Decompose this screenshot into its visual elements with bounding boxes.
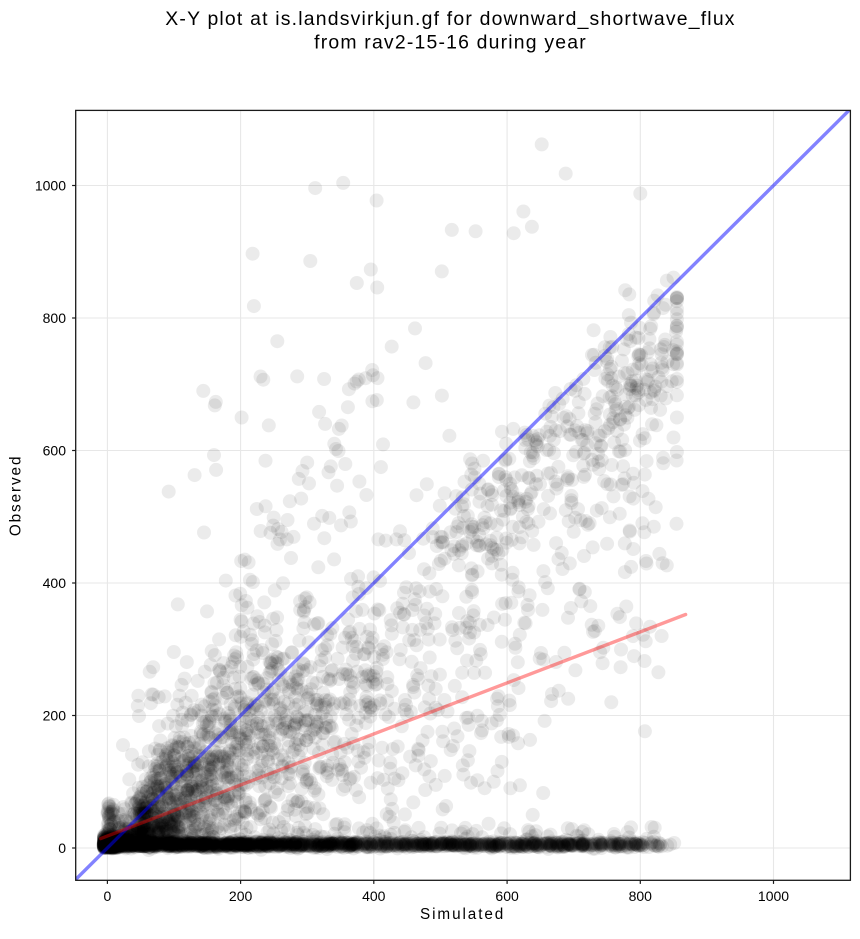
svg-text:1000: 1000: [35, 178, 66, 194]
svg-text:200: 200: [43, 708, 67, 724]
svg-text:1000: 1000: [758, 888, 789, 904]
svg-text:200: 200: [229, 888, 253, 904]
svg-text:0: 0: [104, 888, 112, 904]
svg-text:X-Y plot at is.landsvirkjun.gf: X-Y plot at is.landsvirkjun.gf for downw…: [165, 8, 735, 30]
svg-text:0: 0: [58, 840, 66, 856]
svg-text:400: 400: [362, 888, 386, 904]
svg-text:600: 600: [43, 443, 67, 459]
svg-text:400: 400: [43, 575, 67, 591]
svg-text:800: 800: [629, 888, 653, 904]
svg-text:Simulated: Simulated: [420, 906, 505, 923]
svg-text:from rav2-15-16 during year: from rav2-15-16 during year: [314, 32, 587, 54]
svg-text:Observed: Observed: [8, 455, 25, 537]
svg-text:600: 600: [495, 888, 519, 904]
svg-text:800: 800: [43, 310, 67, 326]
